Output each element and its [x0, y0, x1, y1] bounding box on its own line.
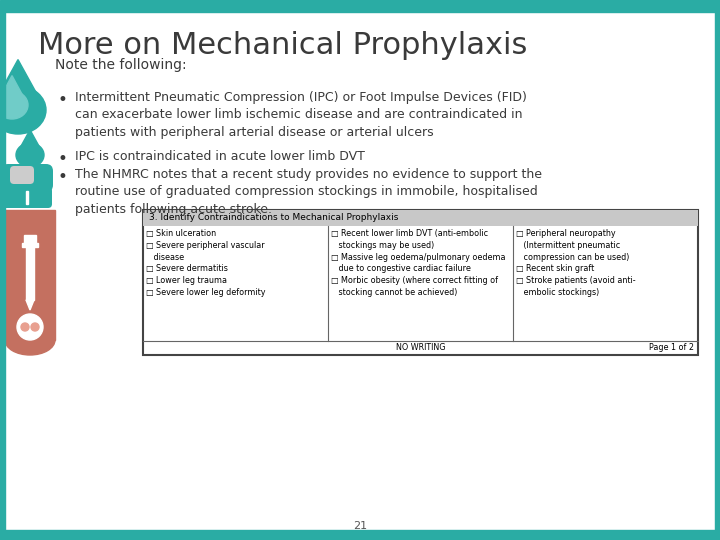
Text: NO WRITING: NO WRITING: [396, 343, 445, 353]
Text: □ Recent lower limb DVT (anti-embolic
   stockings may be used)
□ Massive leg oe: □ Recent lower limb DVT (anti-embolic st…: [331, 229, 505, 297]
Polygon shape: [0, 59, 42, 103]
Text: □ Skin ulceration
□ Severe peripheral vascular
   disease
□ Severe dermatitis
□ : □ Skin ulceration □ Severe peripheral va…: [146, 229, 266, 297]
Circle shape: [21, 323, 29, 331]
FancyBboxPatch shape: [1, 164, 53, 192]
Bar: [24, 235, 36, 243]
Bar: [715, 12, 720, 530]
Text: The NHMRC notes that a recent study provides no evidence to support the
routine : The NHMRC notes that a recent study prov…: [75, 168, 542, 216]
Bar: [5, 210, 55, 340]
Ellipse shape: [16, 143, 44, 167]
Ellipse shape: [5, 325, 55, 355]
Bar: [26, 245, 34, 300]
Text: •: •: [57, 150, 67, 168]
Bar: [22, 243, 38, 247]
Polygon shape: [18, 130, 42, 151]
Circle shape: [17, 314, 43, 340]
Bar: [143, 210, 698, 226]
Polygon shape: [0, 76, 26, 101]
Text: Intermittent Pneumatic Compression (IPC) or Foot Impulse Devices (FID)
can exace: Intermittent Pneumatic Compression (IPC)…: [75, 91, 527, 139]
Text: 21: 21: [353, 521, 367, 531]
Text: □ Peripheral neuropathy
   (Intermittent pneumatic
   compression can be used)
□: □ Peripheral neuropathy (Intermittent pn…: [516, 229, 636, 297]
Text: More on Mechanical Prophylaxis: More on Mechanical Prophylaxis: [38, 31, 527, 60]
Text: •: •: [57, 91, 67, 109]
Ellipse shape: [0, 91, 28, 119]
Text: •: •: [57, 168, 67, 186]
Text: 3. Identify Contraindications to Mechanical Prophylaxis: 3. Identify Contraindications to Mechani…: [149, 213, 398, 222]
Bar: [0, 12, 5, 530]
Bar: [26, 191, 28, 204]
Bar: [143, 210, 698, 355]
Text: Page 1 of 2: Page 1 of 2: [649, 343, 694, 353]
Text: Note the following:: Note the following:: [55, 58, 186, 72]
Text: IPC is contraindicated in acute lower limb DVT: IPC is contraindicated in acute lower li…: [75, 150, 365, 163]
Bar: [0, 0, 720, 12]
Ellipse shape: [0, 86, 46, 134]
Polygon shape: [26, 300, 34, 310]
Bar: [0, 530, 720, 540]
FancyBboxPatch shape: [10, 166, 34, 184]
FancyBboxPatch shape: [2, 187, 52, 208]
Circle shape: [31, 323, 39, 331]
